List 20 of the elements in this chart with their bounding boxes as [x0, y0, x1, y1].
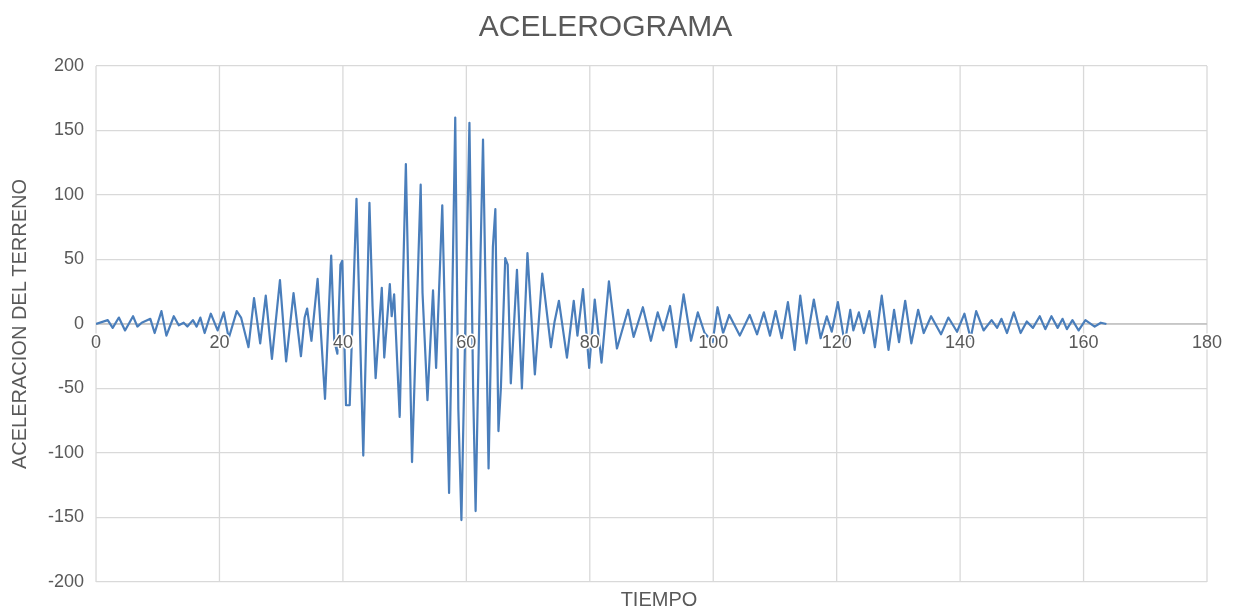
- chart-title: ACELEROGRAMA: [478, 9, 733, 43]
- x-tick-label: 100: [698, 331, 729, 352]
- x-tick-label: 120: [821, 331, 852, 352]
- y-tick-label: -100: [48, 441, 85, 462]
- x-axis-title: TIEMPO: [619, 588, 699, 611]
- y-tick-label: 100: [53, 183, 85, 204]
- x-tick-label: 40: [332, 331, 353, 352]
- y-tick-label: 200: [53, 54, 85, 75]
- y-tick-label: 50: [64, 248, 85, 269]
- y-axis-title: ACELERACION DEL TERRENO: [7, 178, 30, 470]
- y-tick-label: -150: [48, 506, 85, 527]
- y-tick-label: -200: [48, 570, 85, 591]
- y-tick-label: -50: [58, 377, 85, 398]
- y-tick-label: 0: [74, 312, 85, 333]
- x-tick-label: 160: [1068, 331, 1099, 352]
- x-tick-label: 180: [1191, 331, 1223, 352]
- x-tick-label: 0: [91, 331, 102, 352]
- y-tick-label: 150: [53, 119, 85, 140]
- x-tick-label: 20: [209, 331, 230, 352]
- x-tick-label: 140: [945, 331, 976, 352]
